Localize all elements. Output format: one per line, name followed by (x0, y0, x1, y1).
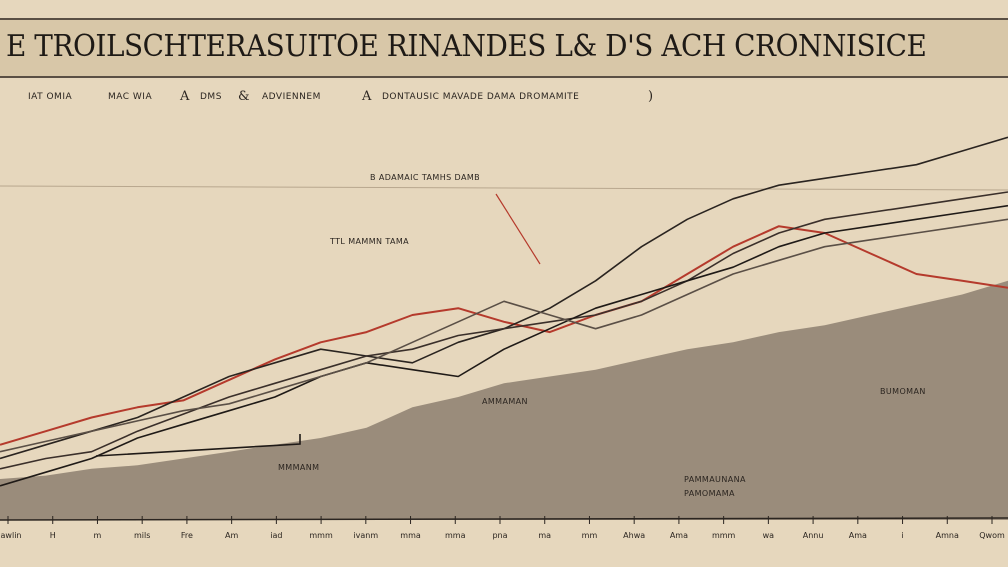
x-tick-label-16: mmm (712, 531, 736, 540)
title-band (0, 18, 1008, 78)
legend-item-4: & (238, 89, 251, 104)
x-tick-label-6: iad (270, 531, 282, 540)
x-tick-label-2: m (94, 531, 102, 540)
x-tick-label-18: Annu (803, 531, 824, 540)
annotation-leader (495, 193, 541, 265)
legend-item-8: ) (648, 89, 654, 104)
annotation-2: AMMAMAN (482, 397, 528, 406)
x-tick-label-19: Ama (849, 531, 867, 540)
legend-item-1: MAC WIA (108, 92, 153, 102)
annotation-3: MMMANM (278, 463, 319, 472)
x-tick-label-5: Am (225, 531, 238, 540)
x-tick-label-20: i (901, 531, 903, 540)
x-tick-label-0: Hawlin (0, 531, 21, 540)
annotation-5: PAMMAUNANA (684, 475, 746, 484)
series-line-3 (0, 204, 1008, 487)
legend-item-3: DMS (200, 92, 222, 102)
x-tick-label-8: ivanm (353, 531, 378, 540)
legend-item-7: DONTAUSIC MAVADE DAMA DROMAMITE (382, 92, 580, 102)
x-tick-label-21: Amna (936, 531, 959, 540)
x-tick-label-4: Fre (181, 531, 193, 540)
x-tick-label-1: H (50, 531, 56, 540)
x-tick-label-13: mm (582, 531, 598, 540)
series-line-2 (0, 191, 1008, 470)
x-axis (0, 517, 1008, 521)
legend-item-2: A (180, 89, 190, 104)
x-tick-label-7: mmm (309, 531, 333, 540)
legend: IAT OMIA MAC WIA A DMS & ADVIENNEM A DONTAUSIC … (28, 89, 688, 108)
x-tick-label-12: ma (538, 531, 551, 540)
annotation-0: B ADAMAIC TAMHS DAMB (370, 173, 480, 182)
legend-item-5: ADVIENNEM (262, 92, 321, 102)
legend-item-0: IAT OMIA (28, 92, 73, 102)
annotation-1: TTL MAMMN TAMA (329, 237, 409, 246)
annotation-4: BUMOMAN (880, 387, 926, 396)
legend-item-6: A (362, 89, 372, 104)
x-tick-label-14: Ahwa (623, 531, 645, 540)
series-line-0 (0, 225, 1008, 446)
annotation-6: PAMOMAMA (684, 489, 735, 498)
x-tick-label-3: mils (134, 531, 150, 540)
area-series (0, 280, 1008, 520)
x-tick-label-10: mma (445, 531, 466, 540)
annotation-bracket (95, 434, 301, 457)
x-tick-label-22: Qwom (979, 531, 1005, 540)
series-line-4 (0, 218, 1008, 453)
reference-rule (0, 185, 1008, 191)
x-tick-label-11: pna (492, 531, 507, 540)
chart-title: E TROILSCHTERASUITOE RINANDES L& D'S ACH… (6, 29, 927, 64)
x-tick-label-17: wa (763, 531, 775, 540)
x-tick-label-9: mma (400, 531, 421, 540)
x-tick-label-15: Ama (670, 531, 688, 540)
